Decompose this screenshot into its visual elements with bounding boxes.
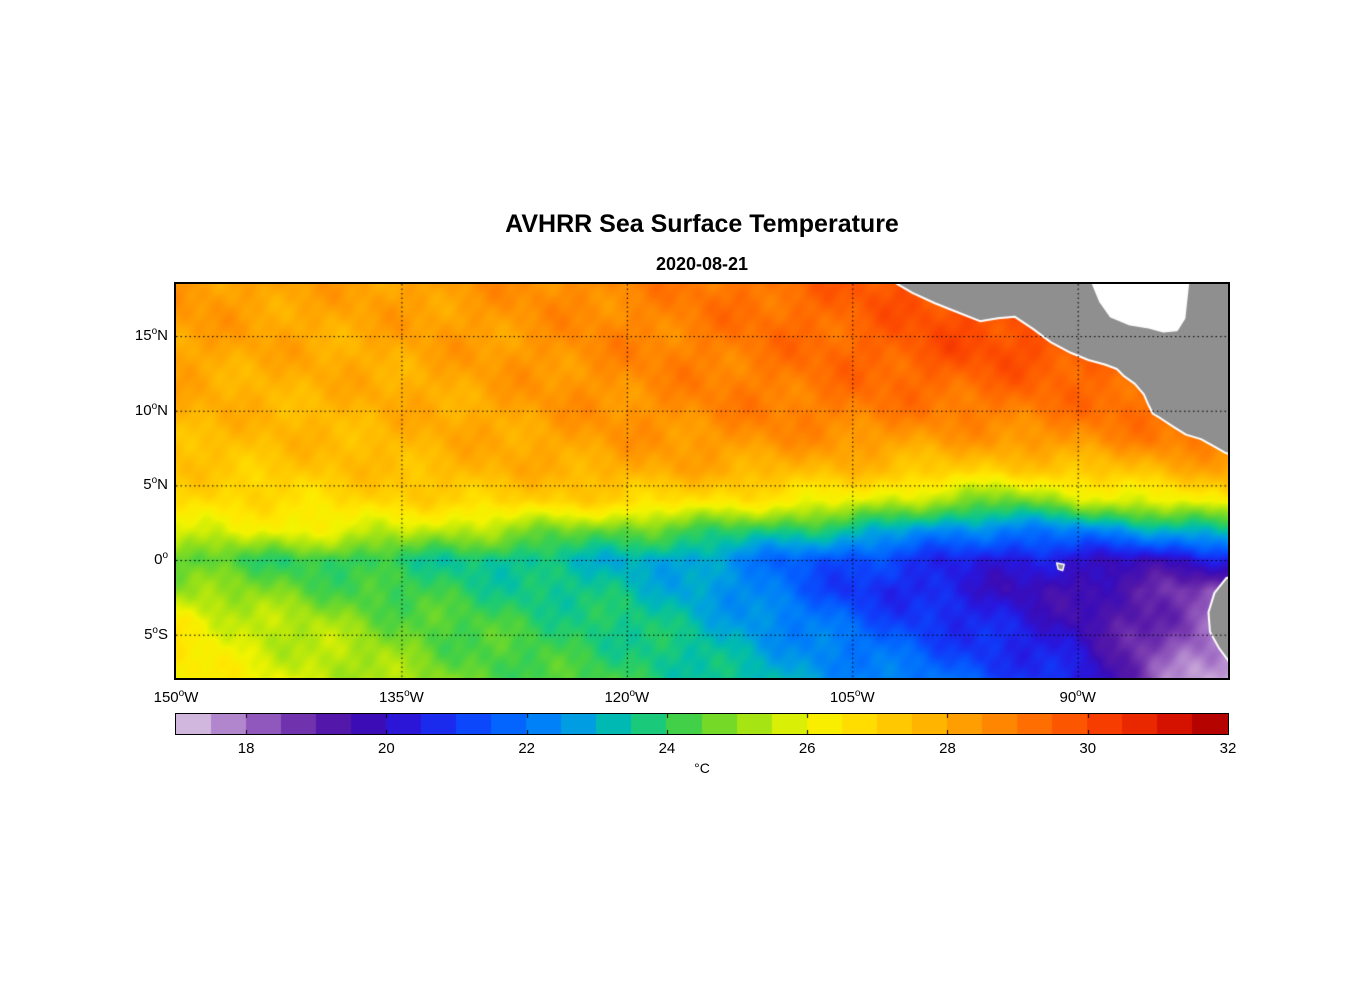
colorbar-tick-label: 24 xyxy=(658,740,676,757)
colorbar-tick-label: 26 xyxy=(798,740,816,757)
y-tick-label: 15oN xyxy=(134,326,168,345)
y-tick-label: 0o xyxy=(154,550,168,569)
x-tick-label: 135oW xyxy=(379,688,424,706)
y-tick-label: 10oN xyxy=(134,400,168,419)
x-tick-label: 120oW xyxy=(604,688,650,706)
chart-title: AVHRR Sea Surface Temperature xyxy=(505,210,899,238)
colorbar-tick-label: 22 xyxy=(518,740,535,757)
x-tick-label: 90oW xyxy=(1059,688,1096,706)
map-plot-area xyxy=(174,282,1230,680)
sst-heatmap-canvas xyxy=(176,284,1228,678)
colorbar-tick-label: 30 xyxy=(1079,740,1097,757)
y-tick-label: 5oS xyxy=(144,624,168,643)
colorbar xyxy=(175,713,1229,735)
colorbar-tick-label: 28 xyxy=(939,740,956,757)
colorbar-tick-label: 32 xyxy=(1219,740,1237,757)
y-tick-label: 5oN xyxy=(143,475,168,494)
colorbar-canvas xyxy=(176,714,1228,734)
chart-subtitle: 2020-08-21 xyxy=(655,254,749,274)
x-tick-label: 150oW xyxy=(153,688,199,706)
colorbar-unit-label: °C xyxy=(694,760,710,776)
colorbar-tick-label: 18 xyxy=(237,740,255,757)
colorbar-tick-label: 20 xyxy=(378,740,395,757)
x-tick-label: 105oW xyxy=(829,688,875,706)
